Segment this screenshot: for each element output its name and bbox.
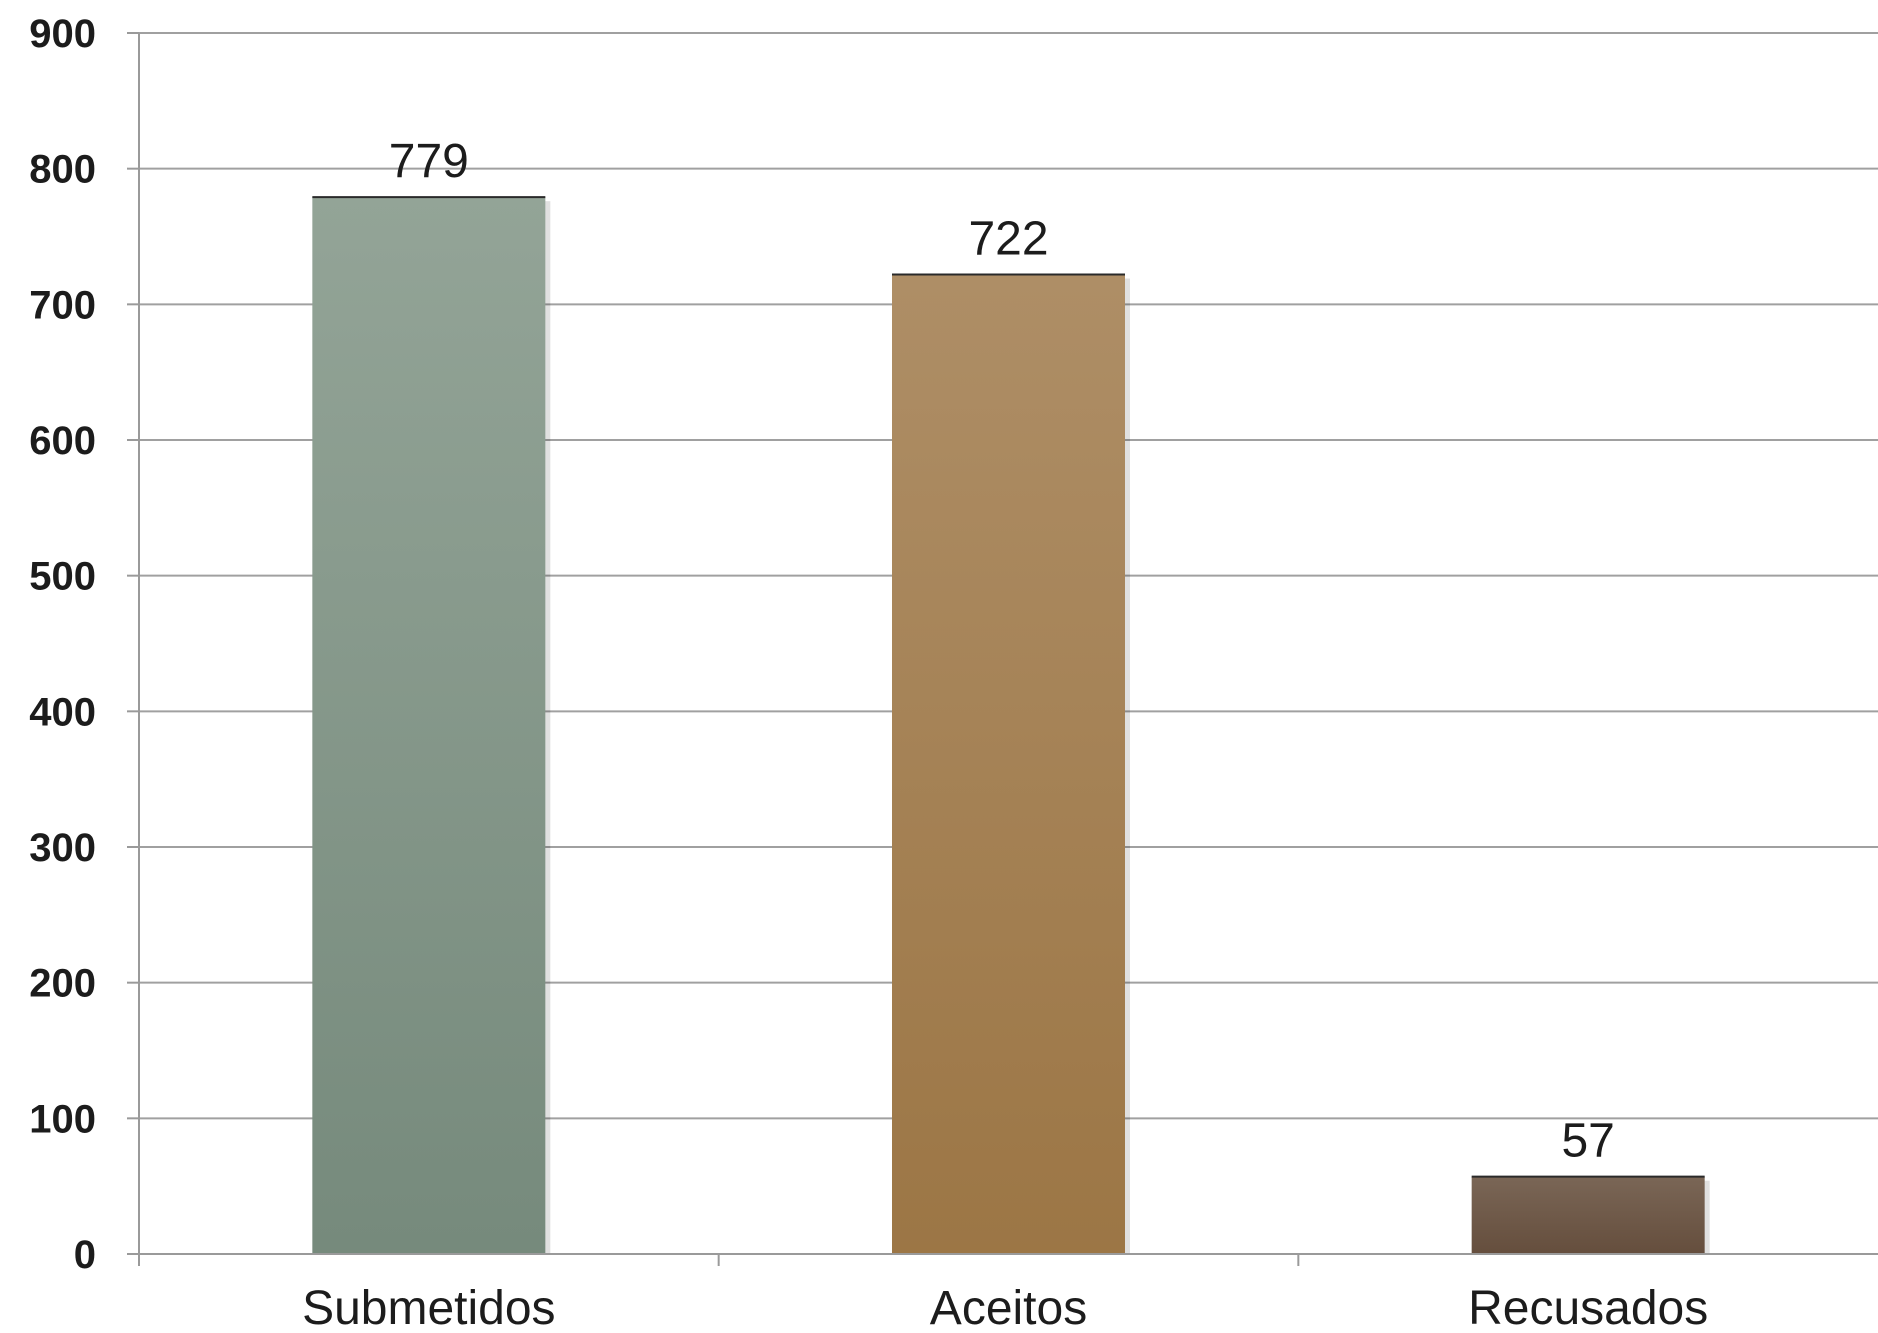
data-labels: 779 722 57 [389,135,1615,1168]
y-tick-label: 800 [29,148,96,192]
y-tick-label: 500 [29,555,96,599]
data-label: 57 [1561,1115,1614,1168]
y-tick-labels: 0 100 200 300 400 500 600 700 800 900 [29,12,96,1277]
x-tick-label: Submetidos [302,1282,555,1333]
axes [138,33,1878,1266]
bar-recusados [1471,1176,1705,1254]
y-tick-label: 300 [29,826,96,870]
y-tick-label: 400 [29,690,96,734]
bar-submetidos [312,197,546,1255]
bars [312,196,1710,1255]
x-tick-labels: Submetidos Aceitos Recusados [302,1282,1708,1333]
y-tick-label: 900 [29,12,96,56]
y-tick-label: 600 [29,419,96,463]
y-tick-label: 700 [29,283,96,327]
y-tick-label: 200 [29,962,96,1006]
data-label: 722 [968,212,1048,265]
x-tick-label: Aceitos [930,1282,1087,1333]
y-tick-label: 0 [74,1233,96,1277]
bar-aceitos [892,274,1125,1254]
data-label: 779 [389,135,469,188]
y-tick-label: 100 [29,1097,96,1141]
x-tick-label: Recusados [1468,1282,1708,1333]
